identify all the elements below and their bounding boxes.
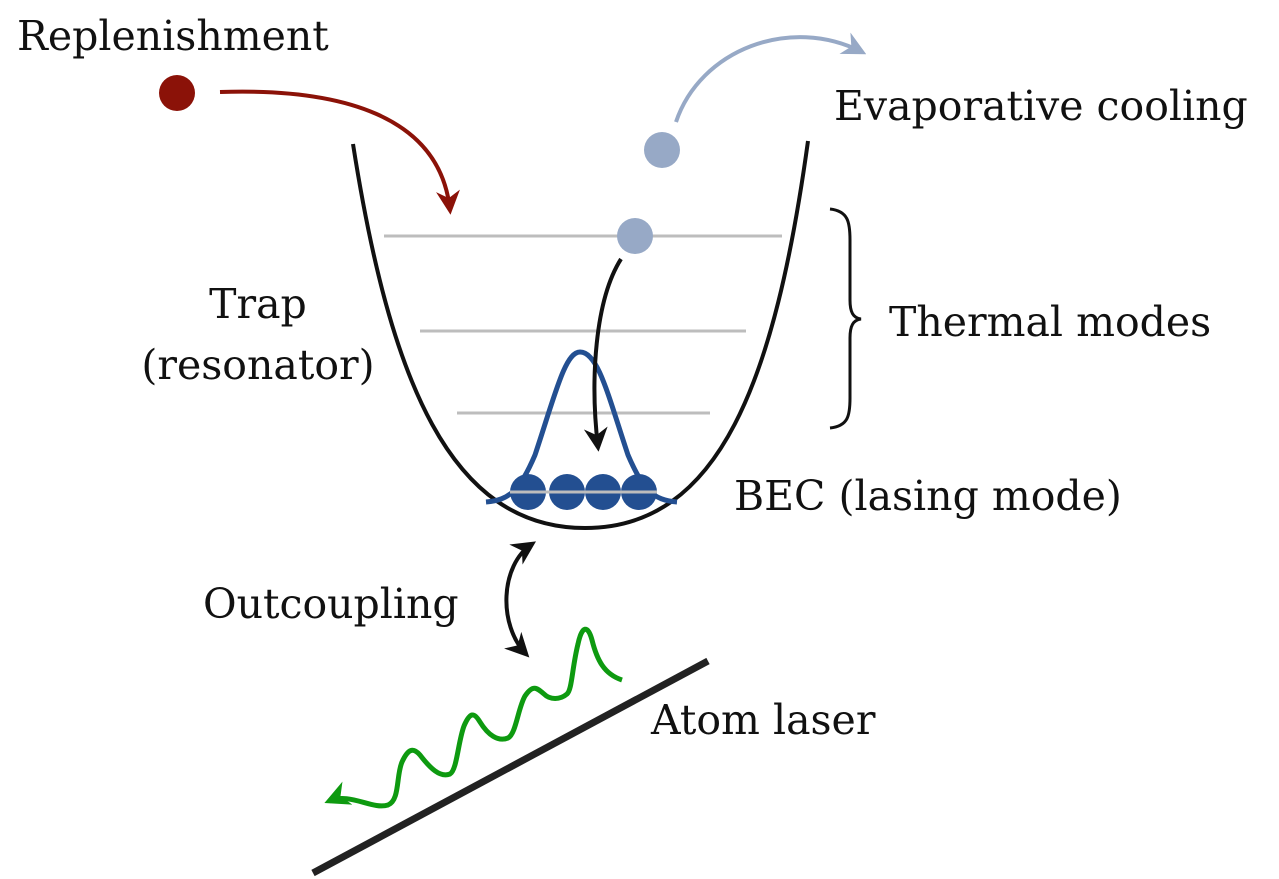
replenishment-arrow (219, 89, 460, 215)
thermal-modes-brace (829, 207, 862, 430)
relaxation-arrow (583, 257, 623, 452)
evaporating-atom (644, 132, 680, 168)
atom-laser-surface (311, 657, 710, 877)
trap-label: Trap (209, 280, 307, 328)
outcoupling-arrow (504, 541, 537, 658)
bec-label: BEC (lasing mode) (734, 472, 1122, 520)
atom-laser-wave (324, 626, 623, 809)
evaporative-cooling-label: Evaporative cooling (834, 82, 1248, 130)
atom-laser-label: Atom laser (651, 696, 876, 744)
outcoupling-label: Outcoupling (203, 580, 459, 628)
replenishment-label: Replenishment (17, 12, 329, 60)
trap-resonator-label: (resonator) (141, 341, 375, 389)
evaporative-cooling-arrow (674, 32, 867, 123)
bec-wavefunction-curve (485, 349, 678, 505)
thermal-modes-label: Thermal modes (889, 298, 1212, 346)
thermal-atom (617, 218, 653, 254)
replenishment-atom (159, 75, 195, 111)
trap-potential-curve (351, 140, 810, 531)
